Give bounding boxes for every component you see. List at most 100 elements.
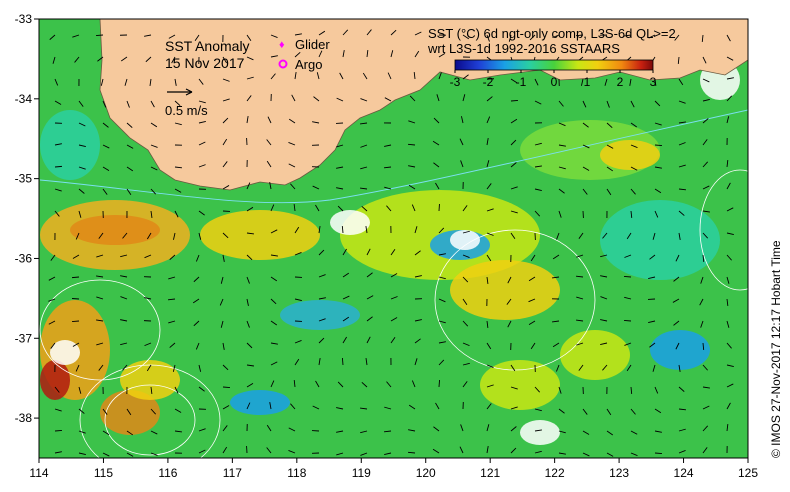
vector-arrow xyxy=(266,160,272,168)
vector-arrow xyxy=(366,248,371,256)
vector-arrow xyxy=(198,121,206,124)
vector-arrow xyxy=(78,210,82,218)
vector-arrow xyxy=(600,319,608,322)
vector-arrow xyxy=(220,276,224,284)
vector-arrow xyxy=(220,320,224,328)
vector-arrow xyxy=(198,100,206,104)
vector-arrow xyxy=(318,337,325,344)
vector-arrow xyxy=(336,97,344,102)
vector-arrow xyxy=(337,381,344,388)
vector-arrow xyxy=(270,204,275,212)
vector-arrow xyxy=(486,96,493,102)
vector-arrow xyxy=(673,320,680,326)
vector-arrow xyxy=(510,186,518,190)
vector-arrow xyxy=(462,320,469,327)
contour-line xyxy=(39,109,748,204)
vector-arrow xyxy=(462,342,470,347)
vector-arrow xyxy=(126,408,132,416)
vector-arrow xyxy=(342,295,350,300)
vector-arrow xyxy=(624,34,632,37)
vector-arrow xyxy=(673,276,680,282)
vector-arrow xyxy=(50,254,56,261)
vector-arrow xyxy=(149,78,152,86)
vector-arrow xyxy=(606,100,610,108)
vector-arrow xyxy=(270,55,278,58)
vector-arrow xyxy=(486,138,489,146)
vector-arrow xyxy=(414,31,422,36)
vector-arrow xyxy=(552,34,560,38)
vector-arrow xyxy=(558,386,562,394)
anomaly-patch xyxy=(70,215,160,245)
x-tick-label: 124 xyxy=(674,466,694,480)
vector-arrow xyxy=(604,78,608,86)
vector-arrow xyxy=(75,232,80,240)
vector-arrow xyxy=(144,34,152,37)
vector-arrow xyxy=(654,144,663,147)
vector-arrow xyxy=(510,99,519,102)
vector-arrow xyxy=(288,142,296,146)
vector-arrow xyxy=(95,34,104,37)
vector-arrow xyxy=(383,166,392,169)
vector-arrow xyxy=(510,386,518,390)
vector-arrow xyxy=(195,254,200,262)
vector-arrow xyxy=(222,342,225,350)
vector-arrow xyxy=(486,424,490,432)
vector-arrow xyxy=(600,296,608,300)
vector-arrow xyxy=(462,94,466,102)
vector-arrow xyxy=(630,430,638,435)
vector-arrow xyxy=(365,358,368,366)
vector-arrow xyxy=(414,50,420,58)
vector-arrow xyxy=(629,78,632,86)
vector-arrow xyxy=(438,341,446,344)
anomaly-patch xyxy=(230,390,290,415)
vector-arrow xyxy=(702,425,709,432)
vector-arrow xyxy=(171,56,176,64)
vector-arrow xyxy=(102,188,108,195)
vector-arrow xyxy=(678,78,684,86)
vector-arrow xyxy=(294,51,301,58)
vector-arrow xyxy=(75,364,80,372)
vector-arrow xyxy=(366,272,373,278)
vector-arrow xyxy=(318,274,326,278)
vector-arrow xyxy=(384,144,392,147)
vector-arrow xyxy=(192,298,200,304)
vector-arrow xyxy=(702,56,707,64)
vector-arrow xyxy=(144,254,152,259)
vector-arrow xyxy=(146,232,152,240)
vector-arrow xyxy=(294,226,300,234)
vector-arrow xyxy=(270,276,278,282)
x-tick-label: 117 xyxy=(223,466,242,480)
vector-arrow xyxy=(433,162,440,168)
vector-arrow xyxy=(582,122,589,128)
vector-arrow xyxy=(312,185,320,190)
vector-arrow xyxy=(600,342,608,346)
vector-arrow xyxy=(390,50,394,58)
vector-arrow xyxy=(198,141,206,146)
y-tick-label: -37 xyxy=(15,331,33,345)
anomaly-patch xyxy=(650,330,710,370)
vector-arrow xyxy=(726,298,729,307)
vector-arrow xyxy=(674,34,680,41)
vector-arrow xyxy=(336,144,344,148)
vector-arrow xyxy=(78,100,84,107)
vector-arrow xyxy=(675,254,680,262)
vector-arrow xyxy=(342,336,348,344)
vector-arrow xyxy=(702,78,710,83)
vector-arrow xyxy=(486,208,494,212)
vector-arrow xyxy=(702,364,708,371)
vector-arrow xyxy=(48,298,56,302)
vector-arrow xyxy=(337,205,344,212)
vector-arrow xyxy=(174,386,179,394)
vector-arrow xyxy=(582,144,590,149)
vector-arrow xyxy=(408,429,416,432)
map-date: 15 Nov 2017 xyxy=(165,55,245,71)
colorbar-tick-label: 1 xyxy=(584,75,591,89)
anomaly-patch xyxy=(100,390,160,435)
vector-arrow xyxy=(486,342,492,350)
vector-arrow xyxy=(462,230,470,234)
colorbar-strip xyxy=(454,59,654,71)
contour-line xyxy=(104,384,196,456)
vector-arrow xyxy=(126,166,134,172)
vector-arrow xyxy=(318,249,325,256)
